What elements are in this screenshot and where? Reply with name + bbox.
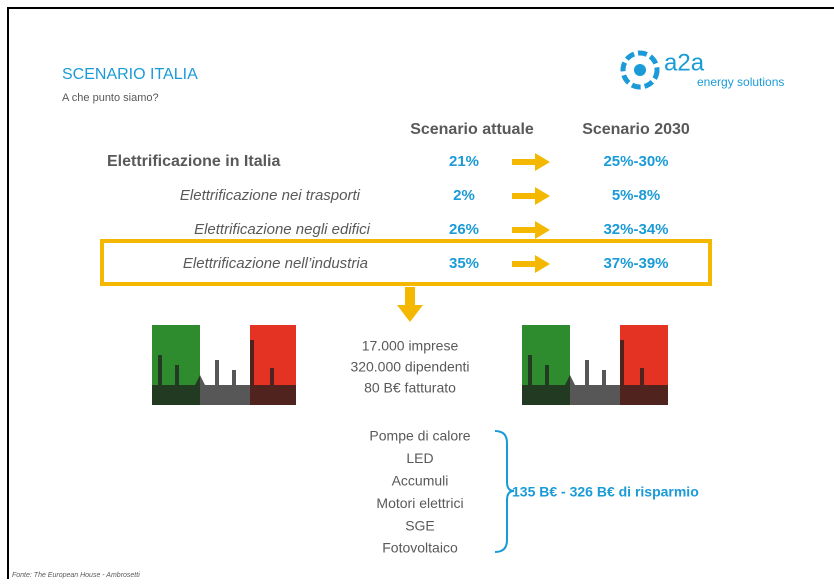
- column-header: Scenario attuale: [410, 121, 534, 138]
- slide-border: [7, 7, 834, 579]
- highlight-box: [100, 239, 712, 286]
- row-label: Elettrificazione nei trasporti: [180, 187, 361, 204]
- row-label: Elettrificazione nell’industria: [183, 255, 368, 272]
- target-value: 5%-8%: [612, 187, 660, 204]
- logo-icon-core: [634, 64, 646, 76]
- technology: Fotovoltaico: [382, 540, 458, 556]
- logo-name: a2a: [664, 49, 705, 76]
- industry-facts: 17.000 imprese 320.000 dipendenti 80 B€ fa…: [350, 338, 469, 396]
- target-value: 37%-39%: [603, 255, 668, 272]
- source: Fonte: The European House - Ambrosetti: [12, 572, 140, 579]
- logo-icon: [620, 50, 660, 90]
- row-label: Elettrificazione in Italia: [107, 153, 280, 170]
- current-value: 2%: [453, 187, 475, 204]
- table: Elettrificazione in Italia 21% 25%-30% Elet…: [107, 153, 669, 273]
- current-value: 35%: [449, 255, 479, 272]
- arrow: [512, 153, 550, 171]
- logo-tagline: energy solutions: [697, 75, 784, 89]
- arrow: [512, 221, 550, 239]
- arrow: [512, 187, 550, 205]
- industry-fact: 320.000 dipendenti: [350, 359, 469, 375]
- current-value: 26%: [449, 221, 479, 238]
- logo: a2a energy solutions: [620, 49, 784, 90]
- technology: Motori elettrici: [376, 495, 463, 511]
- flag-left: [152, 325, 296, 405]
- row-label: Elettrificazione negli edifici: [194, 221, 371, 238]
- target-value: 25%-30%: [603, 153, 668, 170]
- technology: Pompe di calore: [369, 428, 470, 444]
- savings: 135 B€ - 326 B€ di risparmio: [512, 484, 699, 500]
- target-value: 32%-34%: [603, 221, 668, 238]
- industry-fact: 17.000 imprese: [362, 338, 459, 354]
- technology: SGE: [405, 517, 435, 533]
- subtitle: A che punto siamo?: [62, 92, 159, 104]
- title: SCENARIO ITALIA: [62, 66, 198, 83]
- brace: [494, 430, 515, 553]
- column-header: Scenario 2030: [582, 121, 690, 138]
- flag-right: [522, 325, 668, 405]
- current-value: 21%: [449, 153, 479, 170]
- technology-list: Pompe di calore LED Accumuli Motori elettri…: [369, 428, 470, 556]
- technology: LED: [406, 450, 433, 466]
- industry-fact: 80 B€ fatturato: [364, 380, 456, 396]
- technology: Accumuli: [392, 473, 449, 489]
- down-arrow: [397, 287, 423, 322]
- arrow: [512, 255, 550, 273]
